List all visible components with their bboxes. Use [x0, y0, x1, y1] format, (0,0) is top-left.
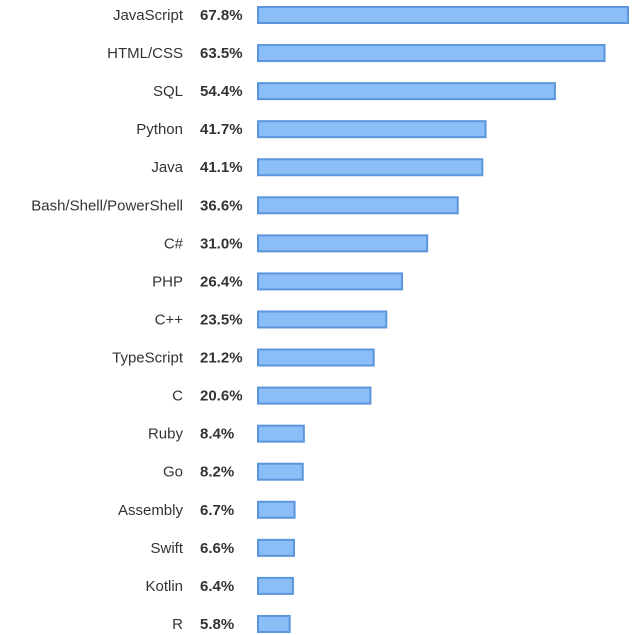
bar-row: Go 8.2%: [163, 462, 304, 481]
category-label: Go: [163, 464, 183, 481]
value-label: 26.4%: [200, 273, 243, 290]
bar-row: C# 31.0%: [164, 234, 429, 253]
bar: [257, 462, 304, 481]
value-label: 6.4%: [200, 578, 234, 595]
bar: [257, 386, 372, 405]
category-label: Assembly: [118, 502, 184, 519]
bar-row: HTML/CSS 63.5%: [107, 44, 606, 63]
value-label: 21.2%: [200, 350, 243, 367]
value-label: 36.6%: [200, 197, 243, 214]
bar-row: Python 41.7%: [136, 120, 487, 139]
category-label: PHP: [152, 273, 183, 290]
bar-row: C++ 23.5%: [155, 310, 388, 329]
category-label: Ruby: [148, 426, 184, 443]
bar-row: R 5.8%: [172, 614, 291, 633]
bar: [257, 272, 404, 291]
value-label: 8.2%: [200, 464, 234, 481]
value-label: 6.7%: [200, 502, 234, 519]
category-label: Swift: [150, 540, 183, 557]
bar-row: PHP 26.4%: [152, 272, 404, 291]
bar: [257, 614, 291, 633]
bar: [257, 538, 296, 557]
value-label: 8.4%: [200, 426, 234, 443]
category-label: C: [172, 388, 183, 405]
bar-row: TypeScript 21.2%: [112, 348, 375, 367]
bar: [257, 576, 294, 595]
category-label: R: [172, 616, 183, 633]
category-label: HTML/CSS: [107, 45, 183, 62]
category-label: C#: [164, 235, 184, 252]
bar: [257, 44, 606, 63]
category-label: SQL: [153, 83, 183, 100]
bar: [257, 158, 484, 177]
value-label: 41.1%: [200, 159, 243, 176]
category-label: Bash/Shell/PowerShell: [31, 197, 183, 214]
bar-row: SQL 54.4%: [153, 82, 556, 101]
bar: [257, 196, 459, 215]
bar: [257, 234, 429, 253]
bar-row: Java 41.1%: [151, 158, 484, 177]
value-label: 54.4%: [200, 83, 243, 100]
bar: [257, 82, 556, 101]
bar: [257, 424, 305, 443]
value-label: 67.8%: [200, 7, 243, 24]
value-label: 63.5%: [200, 45, 243, 62]
value-label: 5.8%: [200, 616, 234, 633]
bar: [257, 500, 296, 519]
bar: [257, 310, 388, 329]
bar-row: Swift 6.6%: [150, 538, 296, 557]
bar: [257, 6, 629, 24]
category-label: Python: [136, 121, 183, 138]
category-label: Kotlin: [145, 578, 183, 595]
value-label: 31.0%: [200, 235, 243, 252]
bar-row: Kotlin 6.4%: [145, 576, 294, 595]
category-label: JavaScript: [113, 7, 184, 24]
bar-row: Ruby 8.4%: [148, 424, 305, 443]
value-label: 41.7%: [200, 121, 243, 138]
value-label: 23.5%: [200, 311, 243, 328]
value-label: 20.6%: [200, 388, 243, 405]
bar-row: Assembly 6.7%: [118, 500, 296, 519]
bar: [257, 348, 375, 367]
bar-row: C 20.6%: [172, 386, 372, 405]
category-label: C++: [155, 311, 184, 328]
category-label: Java: [151, 159, 183, 176]
category-label: TypeScript: [112, 350, 184, 367]
bar-row: JavaScript 67.8%: [113, 6, 629, 24]
bar-row: Bash/Shell/PowerShell 36.6%: [31, 196, 459, 215]
bar: [257, 120, 487, 139]
value-label: 6.6%: [200, 540, 234, 557]
